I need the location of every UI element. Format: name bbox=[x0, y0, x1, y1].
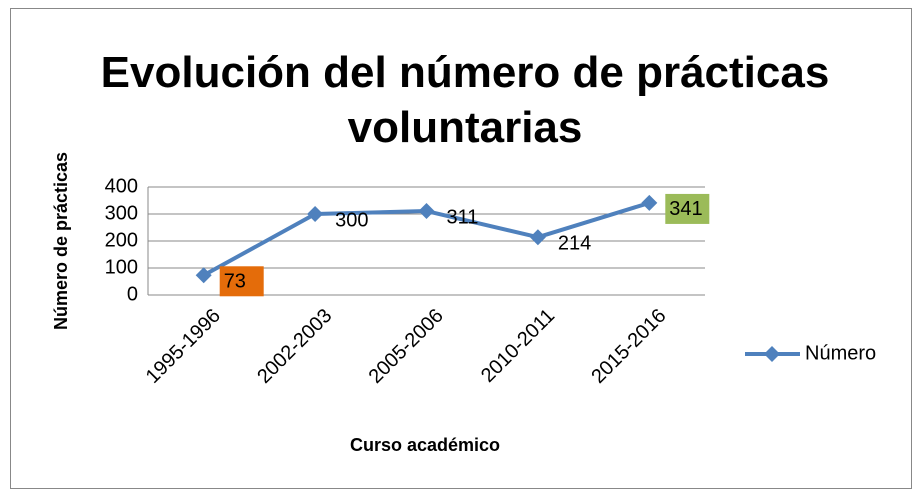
y-tick-label: 100 bbox=[105, 256, 138, 278]
y-tick-label: 400 bbox=[105, 175, 138, 197]
data-label-box bbox=[219, 266, 264, 297]
y-tick-label: 0 bbox=[127, 283, 138, 305]
y-axis-label: Número de prácticas bbox=[51, 152, 71, 330]
data-point bbox=[418, 203, 435, 220]
data-label: 73 bbox=[224, 271, 246, 293]
data-point bbox=[529, 229, 546, 246]
y-tick-label: 200 bbox=[105, 229, 138, 251]
data-label-box bbox=[665, 193, 710, 224]
data-label: 300 bbox=[335, 209, 368, 231]
y-tick-label: 300 bbox=[105, 202, 138, 224]
data-label: 311 bbox=[447, 206, 479, 228]
data-point bbox=[307, 206, 324, 222]
data-label: 214 bbox=[558, 233, 591, 255]
legend-marker bbox=[764, 346, 780, 362]
data-point bbox=[641, 194, 658, 211]
chart-title: Evolución del número de prácticas volunta… bbox=[101, 48, 830, 152]
data-point bbox=[195, 267, 212, 284]
x-axis-label: Curso académico bbox=[350, 435, 500, 455]
chart-frame bbox=[10, 8, 912, 489]
legend-label: Número bbox=[805, 342, 876, 364]
data-label: 341 bbox=[669, 198, 702, 220]
